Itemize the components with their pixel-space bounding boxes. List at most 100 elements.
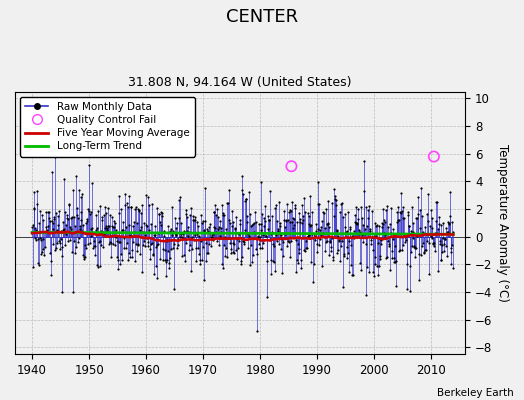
Point (75, 187, 83, 194)
Point (445, 188, 454, 195)
Point (220, 209, 228, 216)
Point (397, 210, 405, 216)
Point (283, 243, 291, 249)
Point (416, 224, 424, 231)
Point (158, 212, 167, 219)
Point (280, 216, 288, 223)
Point (401, 239, 410, 246)
Point (268, 228, 276, 235)
Point (272, 201, 280, 208)
Point (280, 208, 289, 214)
Point (113, 256, 122, 263)
Point (163, 257, 172, 264)
Point (315, 200, 324, 207)
Point (187, 268, 195, 274)
Point (270, 258, 278, 265)
Point (122, 245, 130, 252)
Point (131, 258, 139, 264)
Point (132, 204, 140, 210)
Point (165, 264, 173, 271)
Point (132, 240, 140, 247)
Point (173, 244, 182, 251)
Point (130, 205, 139, 212)
Point (215, 218, 224, 224)
Point (144, 194, 152, 200)
Point (264, 212, 272, 219)
Point (357, 215, 366, 222)
Point (286, 207, 294, 213)
Point (62, 215, 71, 221)
Point (247, 222, 256, 228)
Point (34, 260, 42, 266)
Point (203, 250, 211, 256)
Point (148, 240, 157, 246)
Point (352, 220, 361, 226)
Point (390, 232, 398, 238)
Point (408, 220, 417, 226)
Point (422, 211, 431, 217)
Point (104, 223, 113, 229)
Point (398, 215, 407, 221)
Point (277, 245, 286, 252)
Point (277, 232, 285, 239)
Point (381, 232, 389, 238)
Point (147, 241, 156, 247)
Point (386, 267, 394, 273)
Point (71, 249, 79, 256)
Point (214, 213, 222, 220)
Point (336, 242, 345, 249)
Point (249, 221, 257, 227)
Point (375, 223, 383, 229)
Point (139, 220, 148, 226)
Point (305, 223, 314, 230)
Point (256, 244, 264, 251)
Point (445, 221, 453, 227)
Point (97, 242, 105, 248)
Point (276, 220, 285, 226)
Point (365, 203, 374, 209)
Point (335, 236, 343, 243)
Point (128, 246, 136, 253)
Point (153, 205, 161, 211)
Point (179, 231, 187, 237)
Point (434, 226, 442, 232)
Point (316, 232, 325, 238)
Point (111, 220, 119, 226)
Point (164, 248, 172, 254)
Point (302, 245, 310, 251)
Point (220, 212, 228, 218)
Point (123, 239, 131, 246)
Point (426, 223, 434, 229)
Point (94, 239, 103, 245)
Point (136, 226, 145, 233)
Point (106, 230, 114, 236)
Point (144, 242, 152, 249)
Point (433, 230, 441, 236)
Point (407, 243, 416, 249)
Point (35, 262, 43, 268)
Point (88, 226, 96, 232)
Point (264, 226, 272, 232)
Point (261, 233, 270, 239)
Point (397, 190, 405, 196)
Point (199, 228, 208, 234)
Point (173, 220, 181, 226)
Point (436, 238, 444, 244)
Point (272, 237, 281, 244)
Point (91, 252, 100, 258)
Point (197, 238, 205, 244)
Point (171, 230, 179, 236)
Point (176, 193, 184, 200)
Point (419, 240, 428, 246)
Point (316, 236, 324, 242)
Point (345, 238, 353, 245)
Point (351, 219, 359, 226)
Point (297, 257, 305, 264)
Point (294, 260, 302, 266)
Point (267, 231, 275, 237)
Point (328, 234, 336, 241)
Point (72, 244, 81, 250)
Point (82, 216, 91, 222)
Point (296, 246, 304, 252)
Point (246, 211, 254, 217)
